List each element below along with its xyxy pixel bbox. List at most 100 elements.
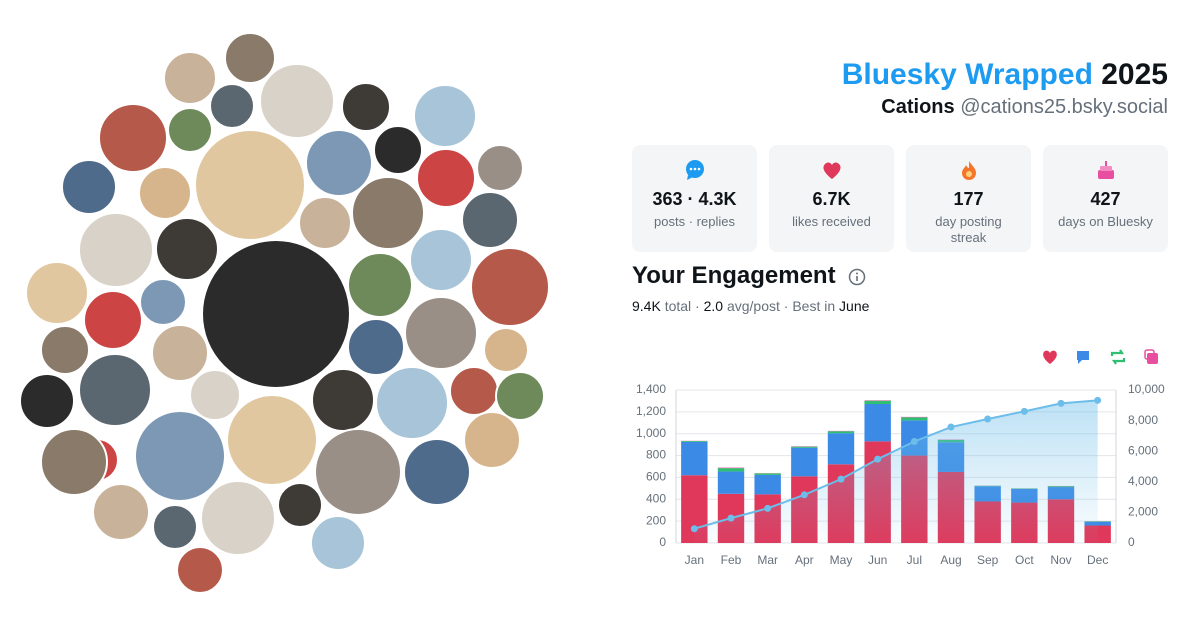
avatar	[152, 504, 198, 550]
x-tick-label: Oct	[1015, 553, 1034, 567]
stat-label: days on Bluesky	[1058, 214, 1153, 229]
section-title: Your Engagement	[632, 262, 866, 290]
line	[694, 399, 1098, 530]
avatar	[92, 483, 150, 541]
avatar	[226, 394, 318, 486]
bar-segment	[681, 441, 708, 442]
legend-icon	[1043, 350, 1057, 364]
line-point	[727, 514, 735, 522]
line-point	[1094, 396, 1102, 404]
user-handle: @cations25.bsky.social	[960, 96, 1168, 118]
avatar	[375, 366, 449, 440]
stat-card: 363 · 4.3K posts · replies	[632, 145, 757, 252]
line-point	[800, 491, 808, 499]
legend-icon	[1110, 349, 1126, 365]
y-tick-label: 1,000	[636, 426, 666, 440]
avatar	[351, 176, 425, 250]
avatar	[78, 212, 154, 288]
bar-segment	[827, 433, 855, 465]
info-icon[interactable]	[848, 268, 866, 286]
avatar	[259, 63, 335, 139]
summary-total: 9.4K	[632, 298, 661, 314]
bar-segment	[717, 468, 745, 472]
icon	[685, 160, 704, 180]
avatar	[347, 252, 413, 318]
avatar	[416, 148, 476, 208]
user-name: Cations	[881, 96, 955, 118]
avatar	[298, 196, 352, 250]
y-tick-label: 0	[659, 535, 666, 549]
avatar	[476, 144, 524, 192]
x-tick-label: Dec	[1087, 553, 1108, 567]
avatar	[341, 82, 391, 132]
avatar	[449, 366, 499, 416]
section-title-text: Your Engagement	[632, 262, 836, 289]
x-tick-label: Nov	[1050, 553, 1071, 567]
title-brand: Bluesky Wrapped	[841, 58, 1093, 91]
line-point	[837, 475, 845, 483]
line-point	[947, 423, 955, 431]
icon	[1097, 161, 1114, 179]
y2-tick-label: 10,000	[1128, 382, 1165, 396]
summary: 9.4K total · 2.0 avg/post · Best in June	[632, 298, 869, 314]
stat-label: day posting streak	[935, 214, 1002, 245]
avatar	[138, 166, 192, 220]
x-tick-label: Sep	[977, 553, 999, 567]
legend-item[interactable]	[1144, 349, 1158, 364]
avatar	[189, 369, 241, 421]
bar-segment	[754, 473, 781, 475]
line-point	[874, 455, 882, 463]
legend-item[interactable]	[1043, 350, 1057, 364]
stat-card: 177 day posting streak	[906, 145, 1031, 252]
avatar	[176, 546, 224, 594]
y-tick-label: 1,400	[636, 382, 666, 396]
avatar	[409, 228, 473, 292]
line-point	[1020, 407, 1028, 415]
legend-icon	[1077, 351, 1089, 364]
avatar	[373, 125, 423, 175]
bar-segment	[681, 441, 708, 476]
x-tick-label: May	[830, 553, 853, 567]
x-tick-label: Apr	[795, 553, 814, 567]
avatar	[483, 327, 529, 373]
avatar	[40, 428, 108, 496]
avatar	[98, 103, 168, 173]
y-tick-label: 1,200	[636, 404, 666, 418]
avatar	[209, 83, 255, 129]
line-point	[764, 504, 772, 512]
avatar	[224, 32, 276, 84]
bar-segment	[791, 446, 818, 448]
avatar	[83, 290, 143, 350]
bar-segment	[1084, 521, 1111, 526]
avatar	[305, 129, 373, 197]
stat-label: posts · replies	[654, 214, 735, 229]
bar-segment	[754, 474, 781, 495]
stat-value: 363 · 4.3K	[652, 189, 737, 209]
y-tick-label: 400	[646, 491, 666, 505]
x-tick-label: Jul	[907, 553, 922, 567]
avatar	[413, 84, 477, 148]
stat-value: 6.7K	[812, 189, 851, 209]
stat-value: 427	[1090, 189, 1121, 209]
bar-segment	[864, 403, 891, 442]
stat-card: 6.7K likes received	[769, 145, 894, 252]
avatar	[403, 438, 471, 506]
avatar	[463, 411, 521, 469]
legend-item[interactable]	[1110, 349, 1126, 365]
x-tick-label: Aug	[940, 553, 961, 567]
y2-tick-label: 4,000	[1128, 474, 1158, 488]
legend-item[interactable]	[1077, 351, 1089, 364]
legend-icon	[1144, 349, 1155, 360]
bar-segment	[864, 400, 891, 404]
summary-best: June	[839, 298, 870, 314]
y-tick-label: 600	[646, 470, 666, 484]
avatar	[310, 515, 366, 571]
stat-card: 427 days on Bluesky	[1043, 145, 1168, 252]
title-year: 2025	[1101, 58, 1168, 91]
line-point	[910, 437, 918, 445]
avatar	[404, 296, 478, 370]
x-tick-label: Feb	[721, 553, 742, 567]
avatar	[19, 373, 75, 429]
